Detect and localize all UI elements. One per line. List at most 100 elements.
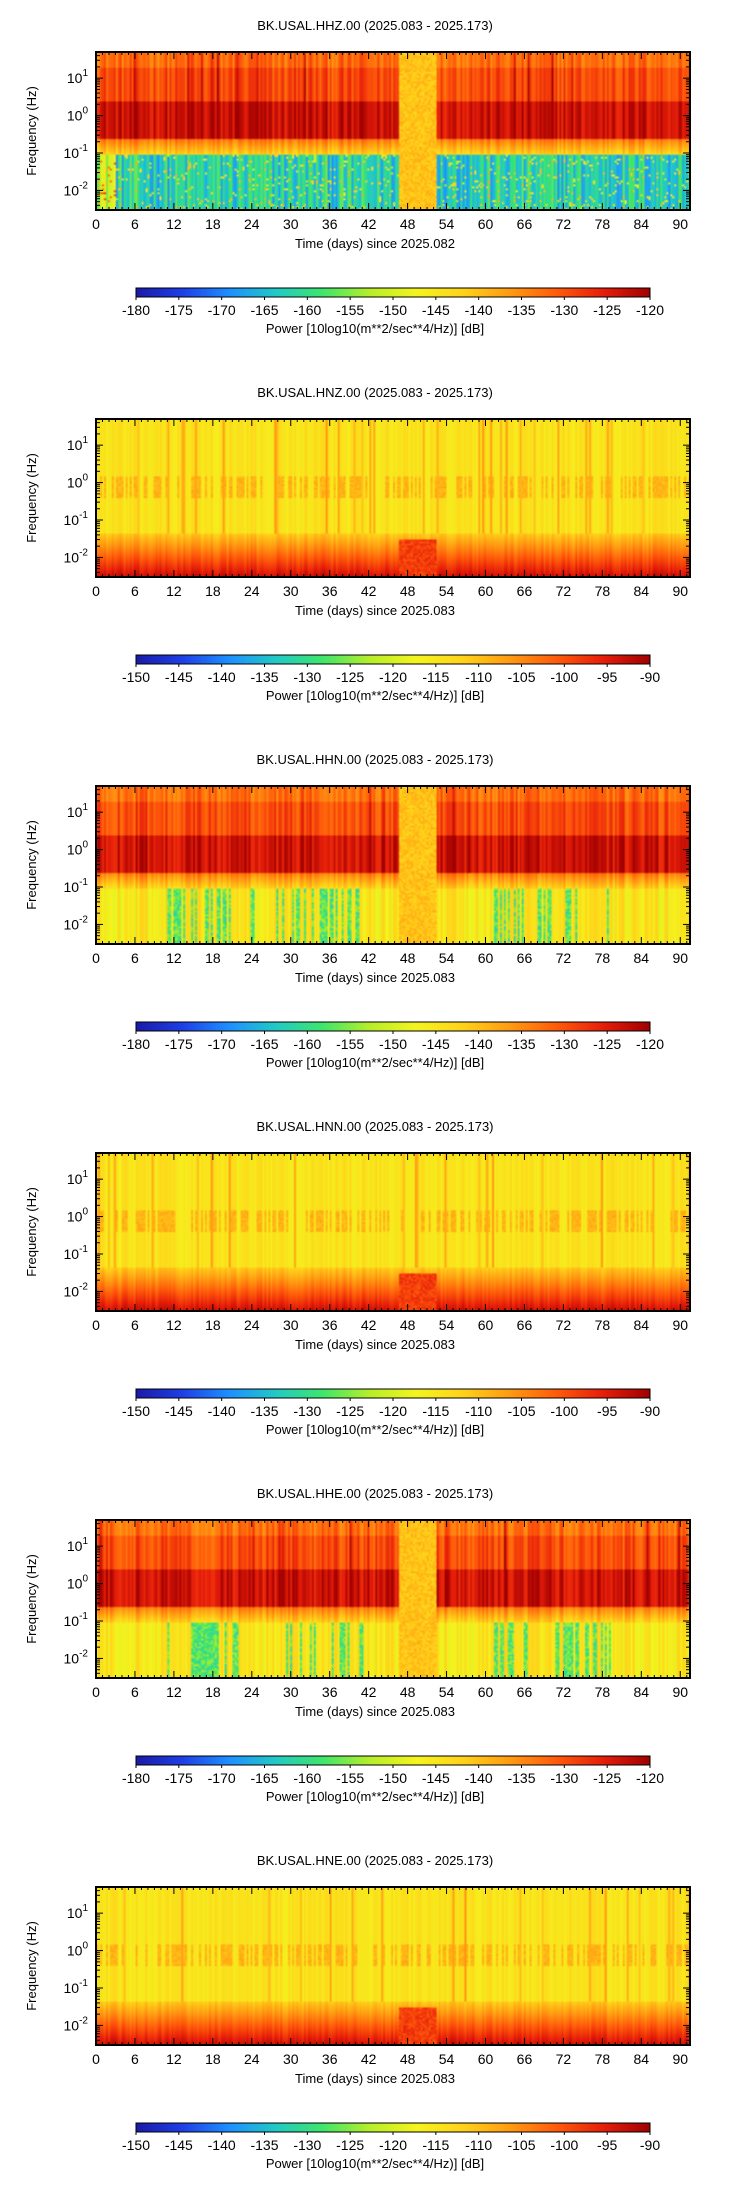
heatmap-image xyxy=(96,786,690,944)
x-tick-label: 12 xyxy=(166,1684,182,1700)
y-tick-base: 10 xyxy=(67,475,83,491)
colorbar-tick-label: -100 xyxy=(550,1403,578,1419)
y-tick-label: 10-1 xyxy=(64,877,89,895)
heatmap-image xyxy=(96,52,690,210)
x-axis-label: Time (days) since 2025.083 xyxy=(295,970,455,985)
colorbar-tick-label: -125 xyxy=(336,669,364,685)
x-tick-label: 72 xyxy=(556,2051,572,2067)
x-tick-label: 12 xyxy=(166,2051,182,2067)
x-axis-label: Time (days) since 2025.082 xyxy=(295,236,455,251)
y-tick-label: 100 xyxy=(67,1574,89,1592)
spectrogram-panel-2: BK.USAL.HNZ.00 (2025.083 - 2025.173)0 6 12… xyxy=(24,385,691,703)
colorbar-tick-label: -105 xyxy=(507,2137,535,2153)
y-tick-label: 101 xyxy=(67,802,89,820)
y-tick-exponent: 0 xyxy=(82,840,88,851)
colorbar-tick-label: -155 xyxy=(336,1036,364,1052)
colorbar-tick-label: -155 xyxy=(336,1770,364,1786)
colorbar-tick-label: -95 xyxy=(597,669,617,685)
colorbar-tick-label: -170 xyxy=(208,302,236,318)
x-tick-label: 36 xyxy=(322,950,338,966)
x-tick-label: 42 xyxy=(361,1684,377,1700)
x-tick-label: 60 xyxy=(478,1317,494,1333)
x-tick-label: 54 xyxy=(439,950,455,966)
x-tick-label: 90 xyxy=(672,950,688,966)
y-tick-base: 10 xyxy=(64,879,80,895)
y-axis-label: Frequency (Hz) xyxy=(24,820,39,910)
x-tick-label: 78 xyxy=(595,2051,611,2067)
colorbar-tick-label: -175 xyxy=(165,302,193,318)
x-tick-label: 72 xyxy=(556,1317,572,1333)
x-tick-label: 18 xyxy=(205,1684,221,1700)
colorbar-tick-label: -135 xyxy=(250,1403,278,1419)
colorbar-tick-label: -130 xyxy=(550,302,578,318)
colorbar-tick-label: -120 xyxy=(379,2137,407,2153)
y-tick-label: 10-2 xyxy=(64,2015,89,2033)
plot-frame xyxy=(95,1519,691,1679)
x-tick-label: 30 xyxy=(283,583,299,599)
x-tick-label: 90 xyxy=(672,216,688,232)
plot-frame xyxy=(95,1886,691,2046)
x-tick-label: 24 xyxy=(244,1317,260,1333)
colorbar-tick-label: -130 xyxy=(550,1770,578,1786)
y-tick-label: 10-2 xyxy=(64,1281,89,1299)
x-axis-label: Time (days) since 2025.083 xyxy=(295,2071,455,2086)
colorbar-tick-label: -150 xyxy=(379,302,407,318)
y-tick-label: 10-1 xyxy=(64,143,89,161)
x-tick-label: 24 xyxy=(244,583,260,599)
y-tick-exponent: -2 xyxy=(79,180,88,191)
x-tick-label: 42 xyxy=(361,1317,377,1333)
colorbar-tick-label: -150 xyxy=(122,1403,150,1419)
colorbar-tick-label: -145 xyxy=(165,2137,193,2153)
x-tick-label: 60 xyxy=(478,2051,494,2067)
x-tick-label: 6 xyxy=(131,1684,139,1700)
colorbar-tick-label: -175 xyxy=(165,1036,193,1052)
colorbar-tick-label: -105 xyxy=(507,669,535,685)
colorbar-tick-label: -120 xyxy=(379,669,407,685)
x-tick-label: 12 xyxy=(166,216,182,232)
y-tick-label: 10-1 xyxy=(64,1244,89,1262)
x-tick-label: 18 xyxy=(205,583,221,599)
x-tick-label: 18 xyxy=(205,1317,221,1333)
colorbar-label: Power [10log10(m**2/sec**4/Hz)] [dB] xyxy=(266,1422,484,1437)
colorbar-tick-label: -140 xyxy=(465,1770,493,1786)
colorbar-tick-label: -125 xyxy=(336,2137,364,2153)
x-tick-label: 90 xyxy=(672,1317,688,1333)
colorbar-tick-label: -120 xyxy=(379,1403,407,1419)
y-axis-label: Frequency (Hz) xyxy=(24,1554,39,1644)
x-tick-label: 0 xyxy=(92,1317,100,1333)
colorbar xyxy=(135,1021,651,1032)
x-tick-label: 0 xyxy=(92,1684,100,1700)
x-tick-label: 54 xyxy=(439,2051,455,2067)
y-tick-label: 101 xyxy=(67,1903,89,1921)
x-tick-label: 6 xyxy=(131,950,139,966)
x-tick-label: 60 xyxy=(478,583,494,599)
y-tick-base: 10 xyxy=(67,1905,83,1921)
x-tick-label: 84 xyxy=(634,216,650,232)
x-tick-label: 48 xyxy=(400,2051,416,2067)
colorbar-tick-label: -165 xyxy=(250,1770,278,1786)
colorbar-tick-label: -105 xyxy=(507,1403,535,1419)
y-tick-exponent: -1 xyxy=(79,143,88,154)
colorbar-tick-label: -175 xyxy=(165,1770,193,1786)
colorbar-tick-label: -165 xyxy=(250,1036,278,1052)
colorbar-tick-label: -135 xyxy=(507,302,535,318)
y-tick-label: 100 xyxy=(67,840,89,858)
y-tick-exponent: -2 xyxy=(79,1281,88,1292)
heatmap-image xyxy=(96,1153,690,1311)
colorbar-tick-label: -100 xyxy=(550,2137,578,2153)
x-tick-label: 36 xyxy=(322,1317,338,1333)
colorbar-tick-label: -140 xyxy=(208,1403,236,1419)
y-tick-label: 10-2 xyxy=(64,547,89,565)
x-tick-label: 84 xyxy=(634,583,650,599)
x-tick-label: 60 xyxy=(478,950,494,966)
colorbar-tick-label: -150 xyxy=(122,669,150,685)
x-axis-label: Time (days) since 2025.083 xyxy=(295,1337,455,1352)
y-tick-base: 10 xyxy=(64,2017,80,2033)
colorbar-label: Power [10log10(m**2/sec**4/Hz)] [dB] xyxy=(266,688,484,703)
y-tick-base: 10 xyxy=(64,549,80,565)
colorbar-tick-label: -165 xyxy=(250,302,278,318)
x-tick-label: 30 xyxy=(283,1317,299,1333)
chart-title: BK.USAL.HNN.00 (2025.083 - 2025.173) xyxy=(256,1119,493,1134)
colorbar-tick-label: -155 xyxy=(336,302,364,318)
colorbar-tick-label: -180 xyxy=(122,302,150,318)
